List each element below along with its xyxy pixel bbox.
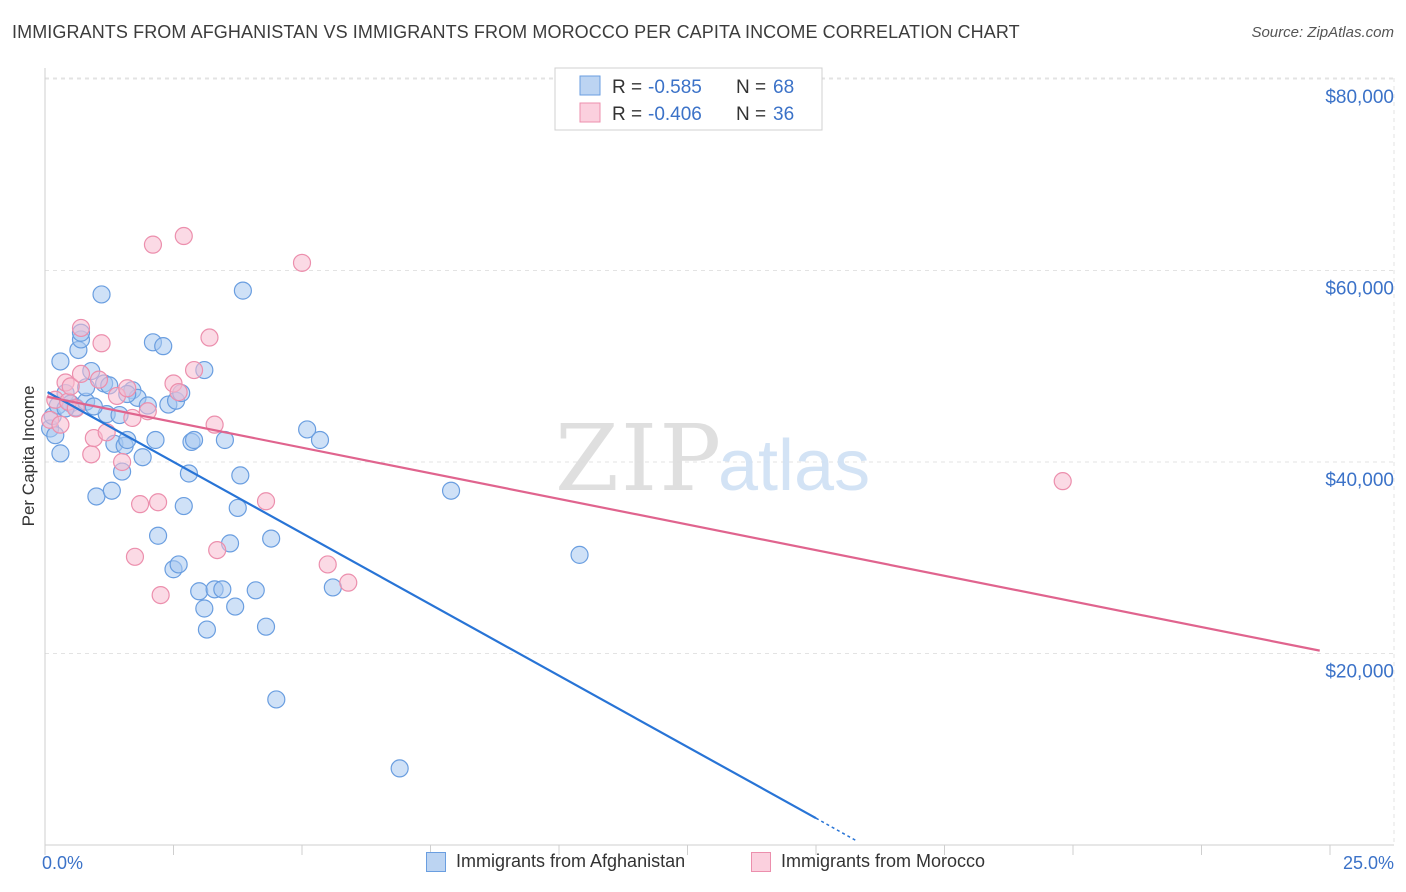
watermark-atlas: atlas [718, 426, 870, 506]
point-afghanistan [231, 466, 250, 485]
point-morocco [71, 364, 91, 384]
stats-swatch-afghanistan [579, 75, 601, 96]
trendline-afghanistan [47, 391, 817, 820]
trendline-afghanistan-extension [815, 817, 858, 842]
stats-n-value-afghanistan: 68 [773, 77, 794, 98]
point-morocco [82, 445, 101, 464]
point-afghanistan [148, 526, 168, 545]
point-morocco [97, 423, 116, 442]
point-afghanistan [169, 555, 188, 574]
point-afghanistan [267, 690, 286, 709]
point-afghanistan [51, 444, 70, 463]
point-afghanistan [256, 617, 276, 636]
point-afghanistan [51, 352, 70, 371]
point-morocco [292, 253, 312, 272]
source-credit: Source: ZipAtlas.com [1251, 24, 1394, 41]
point-afghanistan [154, 337, 173, 356]
point-morocco [51, 415, 70, 434]
point-afghanistan [323, 578, 342, 597]
point-afghanistan [92, 285, 111, 304]
point-afghanistan [246, 581, 265, 600]
point-afghanistan [233, 281, 252, 300]
stats-n-label-morocco: N = [736, 104, 766, 125]
point-morocco [61, 377, 80, 396]
legend-swatch-afghanistan [426, 851, 446, 872]
point-morocco [208, 540, 227, 560]
point-morocco [143, 235, 163, 254]
point-morocco [71, 318, 91, 338]
point-morocco [125, 547, 145, 566]
point-afghanistan [174, 496, 193, 516]
stats-r-label-morocco: R = [612, 104, 642, 125]
point-afghanistan [228, 498, 247, 518]
point-afghanistan [87, 487, 106, 506]
y-axis-label: Per Capita Income [19, 386, 38, 527]
point-morocco [89, 370, 109, 389]
point-afghanistan [197, 620, 217, 639]
point-morocco [339, 573, 358, 592]
chart-title: IMMIGRANTS FROM AFGHANISTAN VS IMMIGRANT… [12, 22, 1020, 42]
legend-item-morocco[interactable]: Immigrants from Morocco [751, 851, 985, 872]
point-afghanistan [310, 430, 330, 450]
point-afghanistan [262, 529, 281, 548]
point-morocco [174, 226, 193, 246]
x-tick-label-max: 25.0% [1343, 853, 1394, 873]
point-morocco [318, 555, 337, 574]
point-afghanistan [390, 759, 409, 778]
x-tick-label-min: 0.0% [42, 853, 83, 873]
stats-swatch-morocco [579, 102, 601, 123]
point-afghanistan [146, 430, 165, 450]
point-afghanistan [195, 599, 214, 618]
point-afghanistan [102, 481, 121, 500]
y-tick-label: $20,000 [1325, 662, 1394, 683]
point-morocco [151, 585, 170, 605]
stats-r-label-afghanistan: R = [612, 77, 642, 98]
axes [44, 68, 1394, 846]
point-morocco [256, 492, 276, 511]
stats-n-value-morocco: 36 [773, 104, 794, 125]
point-afghanistan [133, 448, 152, 467]
point-morocco [169, 383, 188, 402]
point-morocco [184, 360, 204, 380]
point-afghanistan [570, 545, 589, 564]
series-afghanistan-points [41, 281, 589, 778]
point-morocco [148, 493, 168, 512]
point-morocco [130, 495, 150, 514]
point-afghanistan [441, 481, 461, 500]
trendline-morocco [47, 395, 1320, 652]
point-morocco [112, 452, 132, 472]
trendlines [47, 391, 1320, 842]
legend-swatch-morocco [751, 851, 771, 872]
point-morocco [92, 334, 111, 353]
series-morocco-points [41, 226, 1072, 605]
stats-legend: R = -0.585 N = 68 R = -0.406 N = 36 [554, 67, 823, 131]
y-tick-label: $80,000 [1325, 87, 1394, 108]
point-morocco [200, 328, 219, 347]
legend-label-morocco: Immigrants from Morocco [781, 851, 986, 871]
y-tick-label: $60,000 [1325, 279, 1394, 300]
bottom-legend: Immigrants from Afghanistan Immigrants f… [0, 851, 1406, 877]
point-morocco [118, 379, 137, 398]
point-afghanistan [226, 597, 245, 616]
stats-n-label-afghanistan: N = [736, 77, 766, 98]
legend-label-afghanistan: Immigrants from Afghanistan [456, 851, 686, 871]
y-tick-labels: $20,000 $40,000 $60,000 $80,000 [1325, 87, 1394, 683]
stats-r-value-morocco: -0.406 [648, 104, 702, 125]
stats-r-value-afghanistan: -0.585 [648, 77, 702, 98]
point-morocco [1053, 472, 1072, 491]
watermark: ZIP atlas [555, 405, 870, 512]
legend-item-afghanistan[interactable]: Immigrants from Afghanistan [426, 851, 685, 872]
point-afghanistan [298, 420, 317, 439]
point-afghanistan [213, 580, 232, 599]
watermark-zip: ZIP [555, 405, 723, 512]
y-tick-label: $40,000 [1325, 470, 1394, 491]
point-afghanistan [190, 582, 209, 601]
point-afghanistan [184, 430, 204, 450]
